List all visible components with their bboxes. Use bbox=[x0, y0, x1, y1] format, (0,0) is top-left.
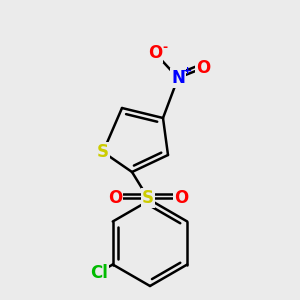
Text: O: O bbox=[148, 44, 162, 62]
Text: O: O bbox=[108, 189, 122, 207]
Text: S: S bbox=[97, 143, 109, 161]
Text: +: + bbox=[182, 66, 192, 76]
Text: O: O bbox=[174, 189, 188, 207]
Text: O: O bbox=[196, 59, 210, 77]
Text: S: S bbox=[142, 189, 154, 207]
Text: -: - bbox=[162, 40, 168, 53]
Text: N: N bbox=[171, 69, 185, 87]
Text: Cl: Cl bbox=[90, 263, 108, 281]
